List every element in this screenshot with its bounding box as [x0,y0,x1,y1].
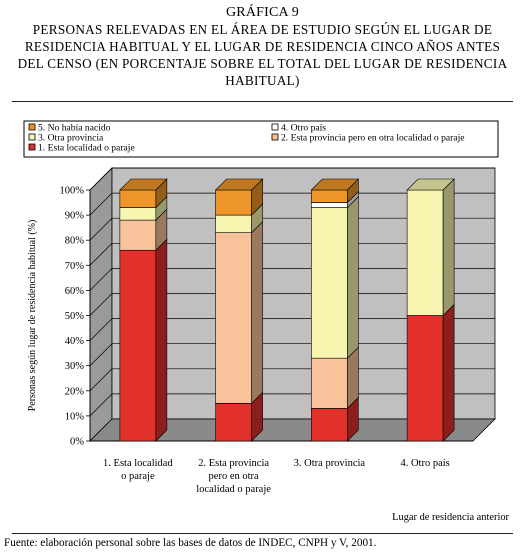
bar-top [119,178,168,191]
bar-front [119,249,157,442]
y-tick-label: 30% [65,361,85,372]
bar-side [155,238,168,442]
bar-top [214,178,264,191]
legend-label: 3. Otra provincia [38,133,104,144]
x-tick-label: 1. Esta localidad o paraje [103,458,173,482]
bar-front [311,408,348,442]
bar-side [347,195,359,359]
bar-front [311,357,348,409]
chart-header: GRÁFICA 9 PERSONAS RELEVADAS EN EL ÁREA … [0,4,525,89]
y-tick-label: 100% [60,186,85,197]
bar-side [251,220,263,405]
bar-side [442,303,455,442]
bar-front [406,189,444,316]
y-tick-label: 60% [65,286,85,297]
legend-label: 2. Esta provincia pero en otra localidad… [281,133,465,144]
y-tick-label: 50% [65,311,85,322]
bar-front [119,219,157,251]
bar-front [119,189,157,208]
source-note: Fuente: elaboración personal sobre las b… [4,537,377,549]
y-tick-label: 10% [65,411,85,422]
bar-segment [214,220,264,405]
gridline [89,343,113,366]
y-tick-label: 70% [65,261,85,272]
legend-swatch [28,123,36,131]
bar-front [215,403,252,442]
legend-swatch [271,123,279,131]
bar-segment [310,178,360,204]
legend-swatch [271,133,279,141]
top-rule [12,101,513,102]
gridline [89,167,113,191]
bar-front [311,189,348,203]
bar-side [442,178,455,317]
bar-front [215,232,252,404]
bar-top [406,178,455,191]
bottom-rule [12,533,513,534]
gridline [89,393,113,417]
x-tick-label: 2. Esta provincia pero en otra localidad o… [196,458,271,495]
y-tick-label: 80% [65,236,85,247]
x-tick-label: 4. Otro país [400,458,449,469]
gridline [89,243,113,266]
bar-segment [406,178,455,317]
bar-front [119,207,157,221]
y-axis-title: Personas según lugar de residencia habit… [27,220,38,412]
bar-front [215,214,252,233]
x-axis-title: Lugar de residencia anterior [392,512,509,523]
chart-number: GRÁFICA 9 [226,5,299,20]
legend-box [23,120,499,158]
gridline [89,192,113,216]
gridline [89,318,113,341]
gridline [89,368,113,392]
bar-front [215,189,252,216]
legend-label: 4. Otro país [281,123,326,134]
bar-front [406,315,444,442]
gridline [89,217,113,241]
legend: 5. No había nacido 4. Otro país 3. Otra pr… [23,120,499,158]
y-tick-label: 0% [70,437,84,448]
bar-top [310,178,360,191]
bar-segment [310,195,360,359]
bar-front [311,202,348,208]
legend-swatch [28,143,36,151]
bar-segment [214,178,264,216]
gridline [89,293,113,316]
bar-front [311,207,348,359]
x-tick-label: 3. Otra provincia [294,458,366,469]
bars [119,178,455,442]
legend-swatch [28,133,36,141]
chart-title: PERSONAS RELEVADAS EN EL ÁREA DE ESTUDIO… [17,22,508,88]
legend-label: 1. Esta localidad o paraje [38,143,135,154]
gridline [89,268,113,291]
legend-label: 5. No había nacido [38,123,111,134]
bar-segment [119,238,168,442]
bar-segment [406,303,455,442]
y-tick-label: 40% [65,336,85,347]
y-tick-label: 20% [65,386,85,397]
y-tick-label: 90% [65,211,85,222]
bar-segment [119,178,168,209]
